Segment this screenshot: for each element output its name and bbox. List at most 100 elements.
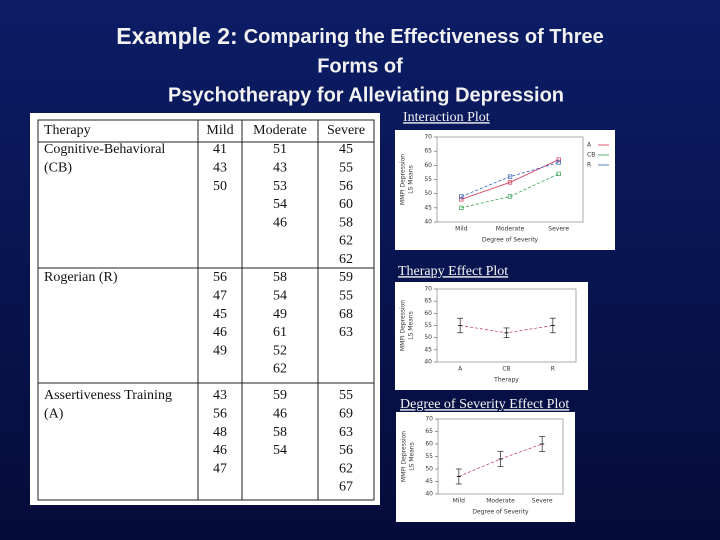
y-tick-label: 50 xyxy=(425,466,433,473)
y-axis-label: LS Means xyxy=(409,442,416,471)
x-tick-label: Mild xyxy=(455,226,468,233)
table-cell: 49 xyxy=(273,307,287,322)
table-cell: 47 xyxy=(213,289,227,304)
table-cell: 54 xyxy=(273,443,287,458)
point xyxy=(459,205,464,210)
table-cell: 46 xyxy=(273,215,287,230)
table-panel xyxy=(30,113,380,505)
table-cell: 56 xyxy=(213,270,227,285)
y-axis-label: MMPI Depression xyxy=(400,154,407,205)
therapy-name: (A) xyxy=(44,407,64,422)
y-tick-label: 60 xyxy=(424,310,432,317)
y-tick-label: 70 xyxy=(425,416,433,423)
y-tick-label: 40 xyxy=(425,491,433,498)
table-cell: 47 xyxy=(213,461,227,476)
y-tick-label: 65 xyxy=(425,428,433,435)
title-text: Psychotherapy for Alleviating Depression xyxy=(168,84,564,106)
y-tick-label: 65 xyxy=(424,298,432,305)
table-cell: 50 xyxy=(213,179,227,194)
x-tick-label: A xyxy=(458,366,463,373)
table-cell: 46 xyxy=(273,407,287,422)
legend-label: CB xyxy=(587,152,595,159)
table-cell: 56 xyxy=(213,407,227,422)
x-axis-label: Degree of Severity xyxy=(482,237,539,244)
table-cell: 68 xyxy=(339,307,353,322)
x-tick-label: Moderate xyxy=(496,226,525,233)
title-lead: Example 2: xyxy=(116,23,237,49)
series-line xyxy=(461,173,559,209)
table-cell: 62 xyxy=(339,252,353,267)
y-tick-label: 55 xyxy=(424,176,432,183)
table-cell: 67 xyxy=(339,480,353,495)
y-tick-label: 50 xyxy=(424,334,432,341)
title-text: Comparing the Effectiveness of Three xyxy=(244,26,604,48)
table-cell: 69 xyxy=(339,407,353,422)
series-line xyxy=(461,162,559,197)
point xyxy=(459,194,464,199)
table-cell: 46 xyxy=(213,325,227,340)
point xyxy=(459,197,464,202)
table-cell: 62 xyxy=(339,234,353,249)
y-tick-label: 55 xyxy=(424,322,432,329)
title-line: Example 2: Comparing the Effectiveness of… xyxy=(116,23,604,49)
y-tick-label: 55 xyxy=(425,453,433,460)
table-cell: 55 xyxy=(339,289,353,304)
y-tick-label: 70 xyxy=(424,134,432,141)
table-cell: 58 xyxy=(273,270,287,285)
table-cell: 62 xyxy=(339,461,353,476)
y-tick-label: 70 xyxy=(424,286,432,293)
x-axis-label: Therapy xyxy=(493,377,519,384)
table-cell: 41 xyxy=(213,142,227,157)
y-tick-label: 45 xyxy=(425,478,433,485)
point xyxy=(507,180,513,185)
plot-panel xyxy=(396,412,575,522)
table-cell: 45 xyxy=(339,142,353,157)
table-cell: 63 xyxy=(339,325,353,340)
x-tick-label: R xyxy=(551,366,555,373)
legend-label: A xyxy=(587,142,592,149)
table-cell: 60 xyxy=(339,197,353,212)
x-tick-label: Severe xyxy=(548,226,569,233)
plot-title: Interaction Plot xyxy=(403,110,490,125)
table-cell: 59 xyxy=(273,388,287,403)
plot-panel xyxy=(395,282,588,390)
y-tick-label: 45 xyxy=(424,346,432,353)
point xyxy=(556,157,561,162)
y-tick-label: 40 xyxy=(424,219,432,226)
table-cell: 53 xyxy=(273,179,287,194)
x-tick-label: Severe xyxy=(532,498,553,505)
table-header: Moderate xyxy=(253,123,307,138)
table-cell: 63 xyxy=(339,425,353,440)
legend-label: R xyxy=(587,162,591,169)
y-axis-label: MMPI Depression xyxy=(401,431,408,482)
y-tick-label: 60 xyxy=(425,441,433,448)
plot-title: Therapy Effect Plot xyxy=(398,264,508,279)
y-axis-label: MMPI Depression xyxy=(400,300,407,351)
therapy-name: Assertiveness Training xyxy=(44,388,172,403)
y-tick-label: 45 xyxy=(424,204,432,211)
point xyxy=(507,174,513,179)
table-cell: 54 xyxy=(273,289,287,304)
y-tick-label: 65 xyxy=(424,148,432,155)
point xyxy=(556,171,561,176)
y-tick-label: 50 xyxy=(424,190,432,197)
table-cell: 61 xyxy=(273,325,287,340)
table-cell: 43 xyxy=(213,161,227,176)
table-cell: 55 xyxy=(339,388,353,403)
table-cell: 43 xyxy=(213,388,227,403)
table-cell: 55 xyxy=(339,161,353,176)
table-cell: 62 xyxy=(273,362,287,377)
title-text: Forms of xyxy=(317,55,403,77)
table-cell: 56 xyxy=(339,443,353,458)
table-cell: 49 xyxy=(213,343,227,358)
therapy-name: Rogerian (R) xyxy=(44,270,118,285)
table-cell: 45 xyxy=(213,307,227,322)
point xyxy=(556,160,561,165)
table-header: Therapy xyxy=(44,123,91,138)
table-cell: 51 xyxy=(273,142,287,157)
x-tick-label: CB xyxy=(502,366,510,373)
table-border xyxy=(37,119,375,501)
table-cell: 59 xyxy=(339,270,353,285)
y-tick-label: 40 xyxy=(424,359,432,366)
